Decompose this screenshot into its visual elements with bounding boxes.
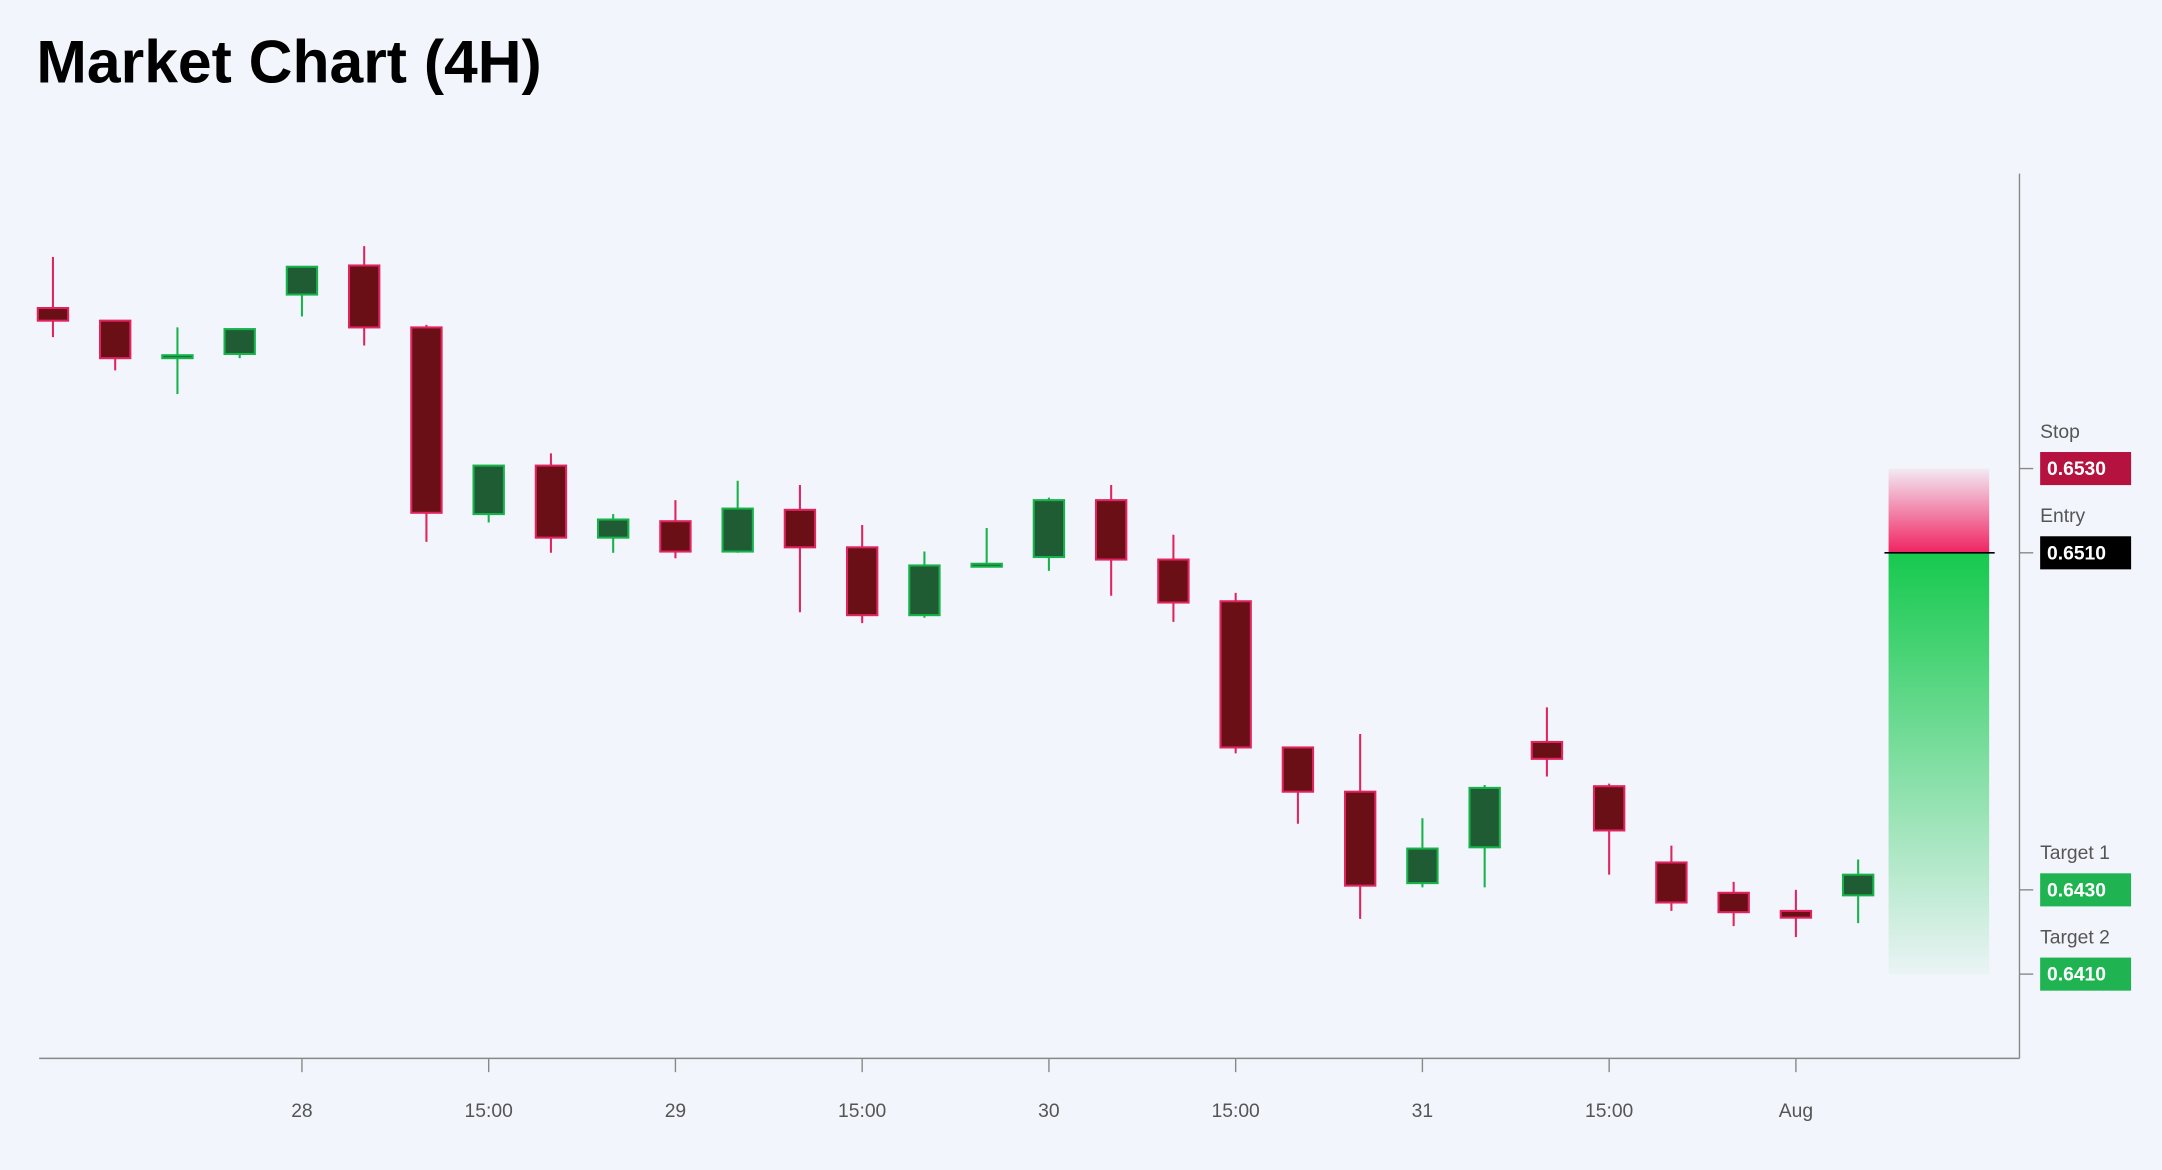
candle-body <box>1219 600 1252 749</box>
candle-body <box>908 564 941 617</box>
candle-body <box>410 326 443 514</box>
candle-body <box>1094 499 1128 561</box>
candle-body <box>659 520 692 553</box>
candle-body <box>845 546 879 617</box>
candle-body <box>596 518 630 539</box>
candle-body <box>1032 499 1066 559</box>
x-tick-label: 29 <box>665 1101 686 1122</box>
x-tick-label: 30 <box>1038 1101 1059 1122</box>
level-name: Target 1 <box>2040 843 2110 864</box>
candle-body <box>721 507 754 553</box>
candle-body <box>783 508 817 549</box>
level-badge <box>2040 452 2132 486</box>
candle-body <box>1530 740 1564 760</box>
candle-body <box>285 265 319 296</box>
target-zone <box>1888 552 1990 975</box>
candle-body <box>472 464 505 516</box>
candle-body <box>223 328 256 355</box>
candle-body <box>1592 785 1626 832</box>
level-badge <box>2040 536 2132 570</box>
level-name: Stop <box>2040 422 2080 443</box>
candle-body <box>534 464 568 539</box>
y-tick-label: 0.6530 <box>2047 459 2106 480</box>
candle-body <box>1468 786 1501 849</box>
candle-body <box>161 354 194 360</box>
stop-zone <box>1888 468 1990 553</box>
candle-body <box>1717 891 1750 914</box>
candle-body <box>1281 746 1315 793</box>
y-tick-label: 0.6430 <box>2047 880 2106 901</box>
candle-body <box>1343 790 1377 887</box>
level-badge <box>2040 873 2132 907</box>
x-tick-label: 15:00 <box>838 1101 886 1122</box>
chart-title: Market Chart (4H) <box>36 28 541 96</box>
candle-body <box>970 562 1003 568</box>
x-tick-label: 31 <box>1412 1101 1433 1122</box>
candle-body <box>1779 909 1813 919</box>
candle-body <box>36 307 70 322</box>
candle-body <box>1655 861 1688 904</box>
candle-body <box>98 319 132 360</box>
candle-body <box>1157 558 1190 604</box>
candle-body <box>347 264 381 329</box>
y-tick-label: 0.6510 <box>2047 543 2106 564</box>
candle-body <box>1841 873 1875 897</box>
x-tick-label: 28 <box>291 1101 312 1122</box>
y-tick-label: 0.6410 <box>2047 965 2106 986</box>
level-badge <box>2040 957 2132 991</box>
x-tick-label: 15:00 <box>1212 1101 1260 1122</box>
x-tick-label: 15:00 <box>465 1101 513 1122</box>
x-tick-label: Aug <box>1779 1101 1813 1122</box>
level-name: Target 2 <box>2040 927 2110 948</box>
level-name: Entry <box>2040 506 2085 527</box>
x-tick-label: 15:00 <box>1585 1101 1633 1122</box>
candle-body <box>1406 847 1439 885</box>
